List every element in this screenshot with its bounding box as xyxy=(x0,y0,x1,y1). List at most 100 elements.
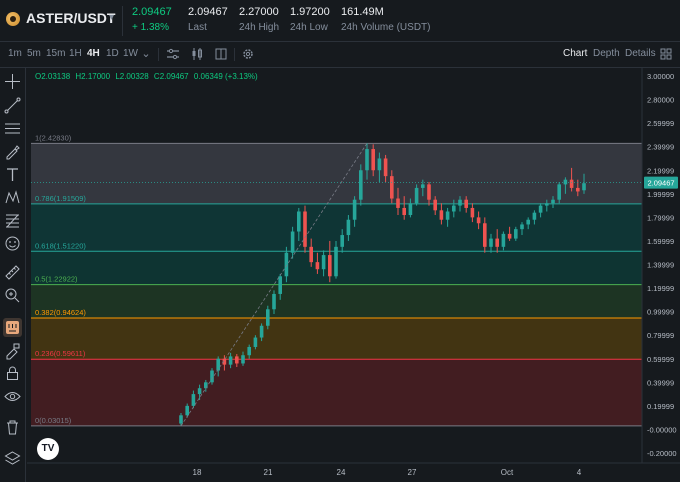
stat-high-value: 2.27000 xyxy=(239,6,279,18)
price-tick-label: -0.20000 xyxy=(647,449,677,458)
candle-body xyxy=(390,176,394,199)
timeframe-1m[interactable]: 1m xyxy=(8,48,22,59)
toolbar-divider xyxy=(234,48,235,61)
timeframe-4h[interactable]: 4H xyxy=(87,48,100,59)
fib-level-label: 0.382(0.94624) xyxy=(35,308,86,317)
price-tick-label: 0.79999 xyxy=(647,331,674,340)
price-tick-label: 3.00000 xyxy=(647,72,674,81)
candle-body xyxy=(514,229,518,239)
price-tick-label: 0.99999 xyxy=(647,308,674,317)
candle-body xyxy=(228,356,233,365)
candle-body xyxy=(569,179,574,188)
fib-level-label: 0(0.03015) xyxy=(35,416,72,425)
candle-body xyxy=(278,276,282,294)
lock-icon[interactable] xyxy=(3,364,22,383)
candle-body xyxy=(179,415,183,424)
horizontal-lines-icon[interactable] xyxy=(3,119,22,138)
candle-body xyxy=(458,199,462,206)
fib-tools-icon[interactable] xyxy=(3,211,22,230)
text-tool-icon[interactable] xyxy=(3,165,22,184)
market-header: ASTER/USDT ▾ 2.09467 + 1.38% 2.09467 Las… xyxy=(0,0,680,42)
candle-body xyxy=(216,358,220,371)
crosshair-icon[interactable] xyxy=(3,72,22,91)
aster-coin-icon xyxy=(6,12,20,26)
price-tick-label: 2.19999 xyxy=(647,166,674,175)
candlestick-chart[interactable]: 1(2.42830) 0.786(1.91509) 0.618(1.51220) 0.… xyxy=(27,68,680,482)
timeframe-15m[interactable]: 15m xyxy=(46,48,66,59)
fib-level-label: 1(2.42830) xyxy=(35,133,72,142)
price-tick-label: 1.99999 xyxy=(647,190,674,199)
timeframe-1w[interactable]: 1W xyxy=(123,48,138,59)
chart-area[interactable]: 1(2.42830) 0.786(1.91509) 0.618(1.51220) 0.… xyxy=(27,68,680,482)
stat-last-value: 2.09467 xyxy=(188,6,228,18)
time-tick-label: 24 xyxy=(337,468,346,477)
candle-body xyxy=(359,170,363,200)
candle-body xyxy=(297,211,301,232)
trash-icon[interactable] xyxy=(3,418,22,437)
chevron-down-icon[interactable]: ▾ xyxy=(109,12,115,23)
fib-level-label: 0.618(1.51220) xyxy=(35,241,86,250)
zoom-in-icon[interactable] xyxy=(3,286,22,305)
tradingview-logo[interactable]: TV xyxy=(37,438,59,460)
fib-zone xyxy=(31,284,642,318)
candle-body xyxy=(483,223,487,247)
candle-body xyxy=(352,199,357,220)
price-tick-label: 1.39999 xyxy=(647,261,674,270)
candle-body xyxy=(241,355,245,364)
timeframe-1h[interactable]: 1H xyxy=(69,48,82,59)
candle-body xyxy=(290,231,295,253)
drawing-toolbar xyxy=(0,68,26,482)
candle-body xyxy=(402,207,406,216)
layout-icon[interactable] xyxy=(214,47,228,61)
eye-icon[interactable] xyxy=(3,387,22,406)
timeframe-1d[interactable]: 1D xyxy=(106,48,119,59)
brush-icon[interactable] xyxy=(3,142,22,161)
trend-line-icon[interactable] xyxy=(3,96,22,115)
candle-body xyxy=(470,207,475,218)
emoji-icon[interactable] xyxy=(3,234,22,253)
magnet-icon[interactable] xyxy=(3,318,22,337)
time-tick-label: Oct xyxy=(501,468,514,477)
candle-body xyxy=(191,394,196,406)
header-divider xyxy=(122,6,123,36)
time-tick-label: 4 xyxy=(577,468,582,477)
grid-view-icon[interactable] xyxy=(659,47,673,61)
ruler-icon[interactable] xyxy=(3,263,22,282)
candle-body xyxy=(383,158,388,177)
tab-depth[interactable]: Depth xyxy=(593,48,620,59)
pair-name[interactable]: ASTER/USDT xyxy=(26,10,116,26)
time-tick-label: 18 xyxy=(193,468,202,477)
candle-body xyxy=(439,210,444,220)
candle-type-icon[interactable] xyxy=(190,47,204,61)
stat-low-value: 1.97200 xyxy=(290,6,330,18)
pattern-icon[interactable] xyxy=(3,188,22,207)
fib-zone xyxy=(31,143,642,204)
candle-body xyxy=(489,238,493,247)
fib-level-label: 0.786(1.91509) xyxy=(35,194,86,203)
price-tick-label: 1.79999 xyxy=(647,213,674,222)
candle-body xyxy=(526,219,530,225)
indicators-icon[interactable] xyxy=(166,47,180,61)
candle-body xyxy=(204,382,208,389)
candle-body xyxy=(427,184,431,200)
stat-volume-label: 24h Volume (USDT) xyxy=(341,22,431,33)
candle-body xyxy=(414,187,419,204)
last-price: 2.09467 xyxy=(132,6,172,18)
candle-body xyxy=(557,184,561,200)
toolbar-divider xyxy=(158,48,159,61)
tab-details[interactable]: Details xyxy=(625,48,656,59)
candle-body xyxy=(284,252,289,277)
timeframe-5m[interactable]: 5m xyxy=(27,48,41,59)
tab-chart[interactable]: Chart xyxy=(563,48,588,59)
gear-icon[interactable] xyxy=(241,47,255,61)
price-tick-label: 0.39999 xyxy=(647,378,674,387)
fib-zone xyxy=(31,317,642,360)
layers-icon[interactable] xyxy=(3,449,22,468)
candle-body xyxy=(266,309,270,326)
chevron-down-icon[interactable]: ⌄ xyxy=(141,48,151,60)
candle-body xyxy=(259,325,264,338)
lock-drawing-icon[interactable] xyxy=(3,341,22,360)
candle-body xyxy=(315,262,320,270)
candle-body xyxy=(576,187,580,192)
change-percent: + 1.38% xyxy=(132,22,169,33)
